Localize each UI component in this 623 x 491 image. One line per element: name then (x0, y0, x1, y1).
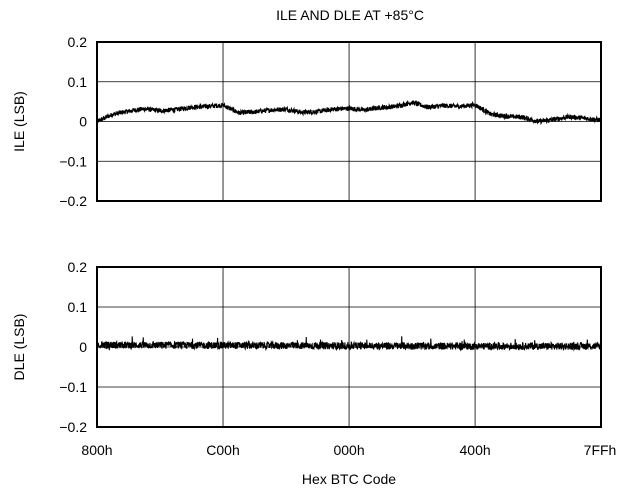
x-axis-label: Hex BTC Code (302, 471, 396, 487)
x-tick-label: 7FFh (584, 442, 617, 458)
dle-y-tick-label: −0.2 (59, 419, 87, 435)
ile-y-tick-label: 0.2 (68, 34, 88, 50)
x-tick-labels: 800h C00h 000h 400h 7FFh (81, 442, 616, 458)
ile-y-tick-label: 0 (79, 114, 87, 130)
dle-series-line (96, 336, 602, 352)
x-tick-label: C00h (206, 442, 239, 458)
ile-series-line (96, 99, 602, 126)
x-tick-label: 000h (333, 442, 364, 458)
ile-plot-frame (96, 41, 602, 202)
dle-y-axis-label: DLE (LSB) (11, 314, 27, 381)
dle-y-tick-label: 0 (79, 339, 87, 355)
dle-y-tick-label: 0.1 (68, 299, 88, 315)
ile-panel: 0.2 0.1 0 −0.1 −0.2 ILE (LSB) (11, 34, 602, 209)
ile-y-tick-label: 0.1 (68, 74, 88, 90)
chart-title: ILE AND DLE AT +85°C (276, 7, 424, 23)
dle-plot-frame (96, 266, 602, 428)
x-tick-label: 800h (81, 442, 112, 458)
ile-y-axis-label: ILE (LSB) (11, 91, 27, 152)
dle-panel: 0.2 0.1 0 −0.1 −0.2 DLE (LSB) (11, 259, 602, 435)
dle-y-tick-label: −0.1 (59, 379, 87, 395)
x-tick-label: 400h (460, 442, 491, 458)
ile-y-tick-label: −0.2 (59, 193, 87, 209)
dle-y-tick-label: 0.2 (68, 259, 88, 275)
ile-y-tick-label: −0.1 (59, 153, 87, 169)
